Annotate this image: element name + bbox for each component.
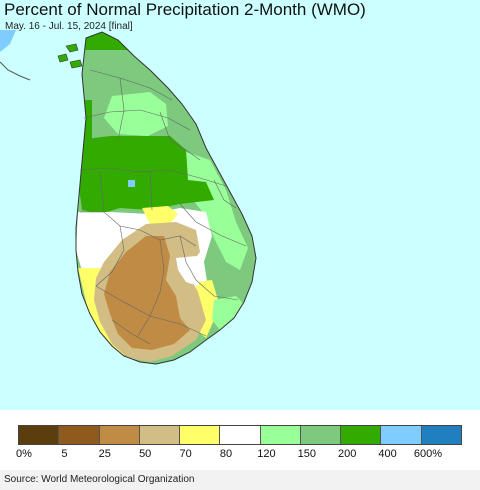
southeast-light-green	[212, 296, 244, 330]
map-title: Percent of Normal Precipitation 2-Month …	[4, 0, 366, 19]
map-area: Percent of Normal Precipitation 2-Month …	[0, 0, 480, 410]
legend-tick-label: 200	[338, 448, 357, 460]
source-credit: Source: World Meteorological Organizatio…	[4, 474, 195, 485]
central-yellow-zone	[142, 206, 178, 224]
legend-tick-label: 150	[297, 448, 316, 460]
legend-swatch	[421, 426, 461, 444]
legend-swatch	[139, 426, 181, 444]
legend-tick-label: 50	[139, 448, 152, 460]
east-inner-white	[176, 256, 204, 286]
brown-zone	[104, 236, 190, 350]
india-coast-patch	[0, 30, 16, 52]
lake-blue-patch	[128, 180, 135, 187]
legend-tick-label: 25	[98, 448, 111, 460]
legend-tick-label: 70	[179, 448, 192, 460]
legend-swatch	[220, 426, 261, 444]
legend-tick-label: 5	[61, 448, 68, 460]
legend-tick-label: 600%	[413, 448, 443, 460]
legend-swatch	[300, 426, 342, 444]
island-coastline	[75, 31, 257, 365]
legend-tick-label: 0%	[16, 448, 32, 460]
india-coast-line	[0, 61, 31, 81]
legend-swatch	[99, 426, 140, 444]
legend-swatch	[180, 426, 221, 444]
source-bar: Source: World Meteorological Organizatio…	[0, 470, 480, 490]
district-boundaries	[79, 69, 247, 345]
northern-islets	[57, 43, 83, 69]
legend-tick-label: 120	[257, 448, 276, 460]
legend-swatch	[381, 426, 422, 444]
legend-tick-label: 400	[378, 448, 397, 460]
legend-labels: 0% 5 25 50 70 80 120 150 200 400 600%	[0, 448, 480, 462]
sri-lanka-precipitation-map	[0, 30, 257, 365]
legend-color-bar	[18, 425, 462, 445]
north-central-light-green	[104, 92, 168, 136]
legend-swatch	[260, 426, 301, 444]
map-subtitle: May. 16 - Jul. 15, 2024 [final]	[5, 21, 133, 32]
central-dark-green-band	[78, 136, 214, 214]
legend-swatch	[341, 426, 382, 444]
legend-swatch	[19, 426, 60, 444]
legend-tick-label: 80	[219, 448, 233, 460]
legend-swatch	[59, 426, 100, 444]
